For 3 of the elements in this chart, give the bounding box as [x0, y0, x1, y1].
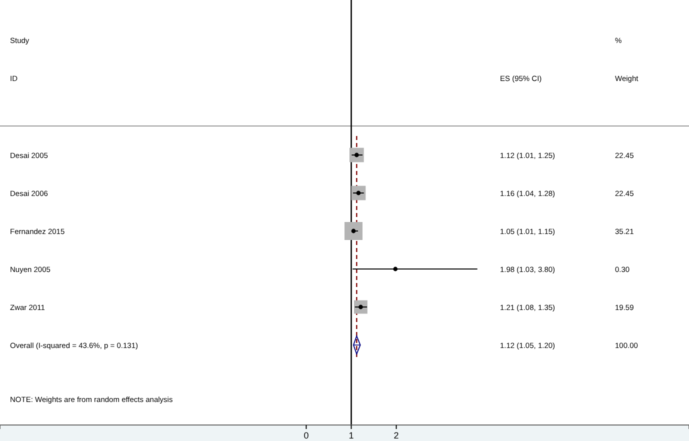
x-tick-label: 2: [394, 430, 399, 440]
x-tick-label: 0: [304, 430, 309, 440]
x-tick-label: 1: [348, 430, 354, 440]
